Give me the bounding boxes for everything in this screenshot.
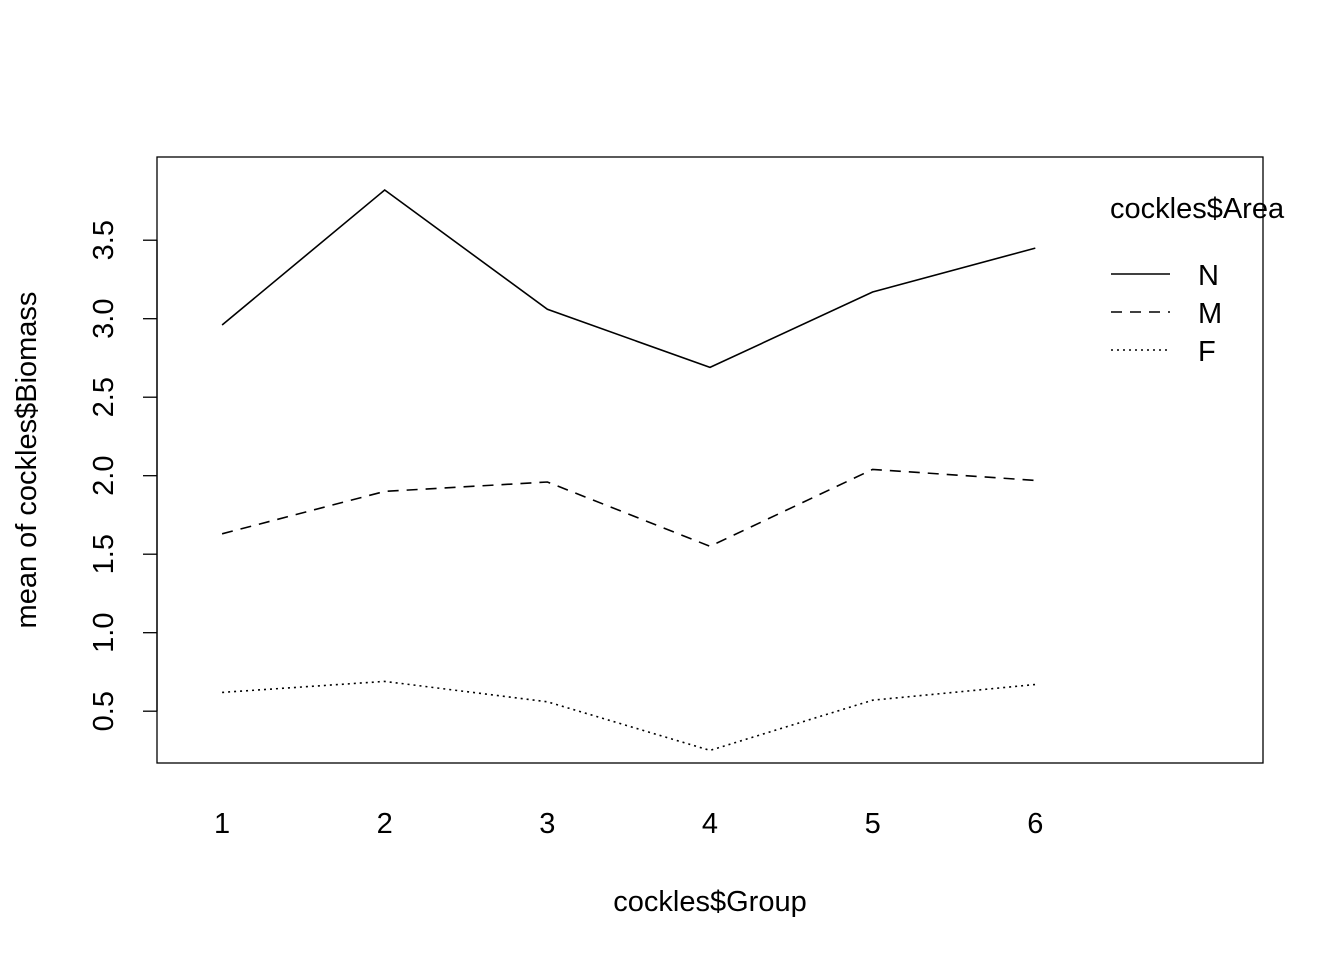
legend: cockles$Area NMF: [1110, 193, 1285, 368]
y-tick-label: 3.5: [88, 220, 120, 260]
series-line-f: [222, 680, 1036, 752]
legend-label-m: M: [1198, 298, 1222, 330]
y-axis-title: mean of cockles$Biomass: [11, 292, 43, 629]
x-axis: 1 2 3 4 5 6: [214, 808, 1043, 840]
legend-label-f: F: [1198, 336, 1216, 368]
x-tick-label: 6: [1027, 808, 1043, 840]
series-line-n: [221, 188, 1036, 369]
y-tick-label: 2.0: [88, 456, 120, 496]
y-tick-label: 0.5: [88, 691, 120, 731]
x-tick-label: 4: [702, 808, 718, 840]
x-tick-label: 1: [214, 808, 230, 840]
series-line-m: [221, 468, 1036, 548]
y-tick-label: 1.5: [88, 534, 120, 574]
y-tick-label: 2.5: [88, 377, 120, 417]
y-tick-label: 1.0: [88, 613, 120, 653]
legend-label-n: N: [1198, 260, 1219, 292]
y-tick-label: 3.0: [88, 299, 120, 339]
plot-frame: [156, 156, 1264, 764]
x-tick-label: 3: [539, 808, 555, 840]
series-lines: [221, 188, 1036, 752]
x-tick-label: 5: [865, 808, 881, 840]
x-axis-title: cockles$Group: [613, 886, 806, 918]
y-axis: 0.5 1.0 1.5 2.0 2.5 3.0 3.5: [88, 220, 158, 731]
x-tick-label: 2: [377, 808, 393, 840]
legend-title: cockles$Area: [1110, 193, 1285, 225]
